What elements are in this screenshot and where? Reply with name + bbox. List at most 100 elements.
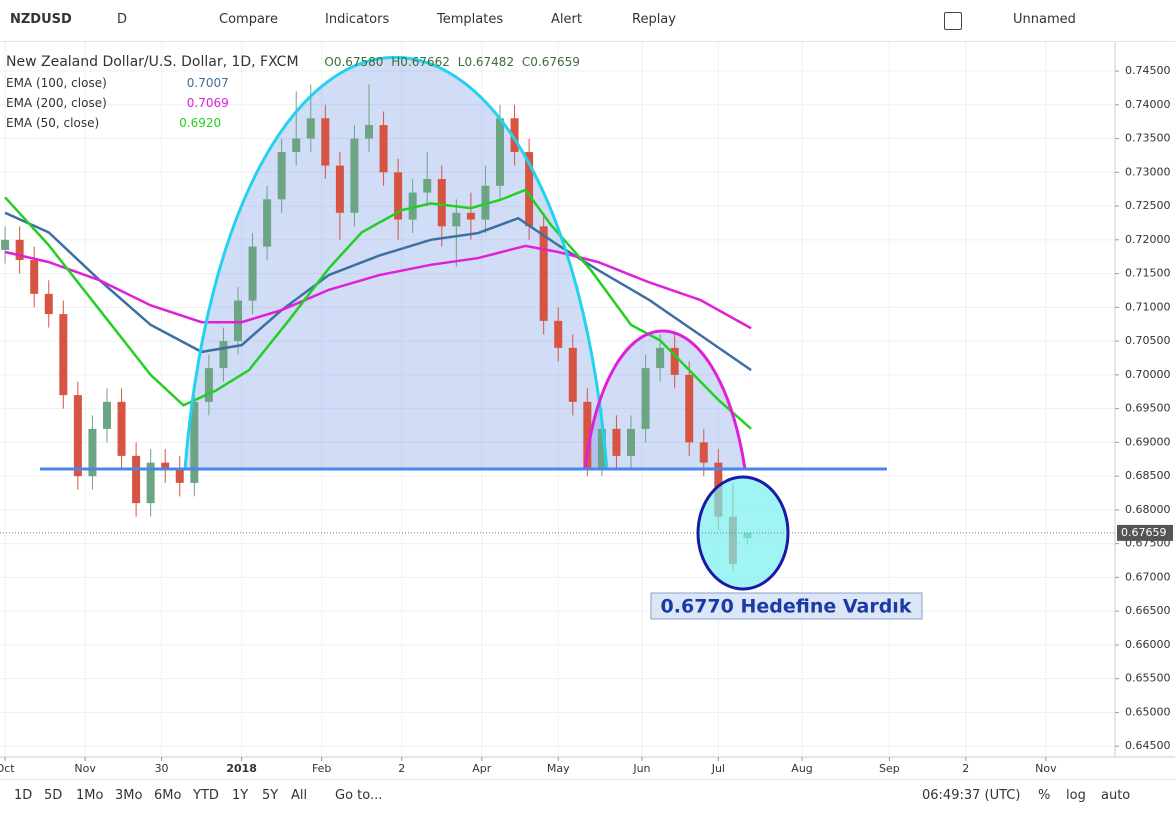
candle-body — [452, 212, 461, 227]
x-tick-label: Nov — [74, 762, 96, 775]
y-tick-label: 0.73500 — [1125, 132, 1171, 145]
range-button[interactable]: 5Y — [262, 788, 279, 803]
candle-body — [335, 165, 344, 213]
candle-body — [379, 125, 388, 173]
ohlc: O0.67580 — [324, 55, 384, 69]
toolbar-button[interactable]: Replay — [632, 12, 676, 27]
candle-body — [15, 239, 24, 261]
ema-line — [4, 244, 752, 330]
layout-name[interactable]: Unnamed — [1013, 12, 1076, 27]
option-button[interactable]: log — [1066, 788, 1086, 803]
y-tick-label: 0.73000 — [1125, 165, 1171, 178]
ohlc: C0.67659 — [521, 55, 580, 69]
candle-body — [466, 212, 475, 220]
candle-body — [510, 118, 519, 153]
toolbar-button[interactable]: Indicators — [325, 12, 390, 27]
candle-body — [583, 401, 592, 470]
candle-body — [190, 401, 199, 483]
candle-body — [568, 347, 577, 402]
symbol-title: New Zealand Dollar/U.S. Dollar, 1D, FXCM — [6, 54, 299, 70]
toolbar-button[interactable]: Templates — [437, 12, 504, 27]
candle-body — [597, 428, 606, 470]
candle-body — [350, 138, 359, 213]
candle-body — [685, 374, 694, 443]
candle-body — [423, 179, 432, 193]
y-tick-label: 0.72500 — [1125, 199, 1171, 212]
toolbar-button[interactable]: Compare — [219, 12, 278, 27]
y-tick-label: 0.74500 — [1125, 64, 1171, 77]
x-tick-label: May — [547, 762, 570, 775]
candle-body — [102, 401, 111, 429]
option-button[interactable]: auto — [1101, 788, 1131, 803]
candle-body — [117, 401, 126, 456]
y-tick-label: 0.71500 — [1125, 267, 1171, 280]
x-tick-label: Aug — [791, 762, 812, 775]
toolbar-button[interactable]: Alert — [551, 12, 582, 27]
candle-body — [554, 320, 563, 348]
range-button[interactable]: 1Mo — [76, 788, 104, 803]
indicator-name: EMA (50, close) — [6, 116, 100, 130]
indicator-legend[interactable]: EMA (50, close) 0.6920 — [6, 116, 221, 130]
candle-body — [699, 442, 708, 463]
indicator-legend[interactable]: EMA (100, close) 0.7007 — [6, 76, 229, 90]
y-tick-label: 0.69500 — [1125, 402, 1171, 415]
candle-body — [306, 118, 315, 139]
candle-body — [539, 226, 548, 321]
interval[interactable]: D — [117, 12, 128, 27]
x-tick-label: Nov — [1035, 762, 1057, 775]
goto-button[interactable]: Go to... — [335, 788, 383, 803]
y-tick-label: 0.68000 — [1125, 503, 1171, 516]
candle-body — [670, 347, 679, 375]
candle-body — [656, 347, 665, 369]
y-tick-label: 0.70500 — [1125, 334, 1171, 347]
candle-body — [146, 462, 155, 504]
x-tick-label: 2 — [398, 762, 405, 775]
range-button[interactable]: YTD — [193, 788, 219, 803]
y-tick-label: 0.65500 — [1125, 672, 1171, 685]
y-tick-label: 0.65000 — [1125, 705, 1171, 718]
range-button[interactable]: All — [291, 788, 308, 803]
candle-body — [364, 125, 373, 139]
annotation: 0.6770 Hedefine Vardık — [661, 596, 912, 618]
range-button[interactable]: 1Y — [232, 788, 249, 803]
y-tick-label: 0.71000 — [1125, 300, 1171, 313]
checkbox-icon[interactable] — [944, 12, 962, 30]
y-tick-label: 0.68500 — [1125, 469, 1171, 482]
price-axis-bg — [1115, 42, 1175, 779]
symbol[interactable]: NZDUSD — [10, 12, 72, 27]
chart: 0.64500 0.65000 0.65500 0.66000 0.66500 0.670… — [0, 42, 1175, 779]
candle-body — [408, 192, 417, 220]
price-label: 0.67659 — [1121, 526, 1167, 539]
legend-title: New Zealand Dollar/U.S. Dollar, 1D, FXCM… — [6, 54, 580, 70]
chart-pane: 0.64500 0.65000 0.65500 0.66000 0.66500 0.670… — [0, 42, 1175, 779]
y-tick-label: 0.72000 — [1125, 233, 1171, 246]
y-tick-label: 0.74000 — [1125, 98, 1171, 111]
handle-fill — [585, 331, 745, 469]
range-button[interactable]: 1D — [14, 788, 33, 803]
candle-body — [277, 152, 286, 200]
x-tick-label: Apr — [472, 762, 492, 775]
range-button[interactable]: 5D — [44, 788, 63, 803]
ohlc: H0.67662 — [391, 55, 450, 69]
indicator-legend[interactable]: EMA (200, close) 0.7069 — [6, 96, 229, 110]
candle-body — [292, 138, 301, 153]
ema-line — [4, 211, 752, 372]
range-button[interactable]: 3Mo — [115, 788, 143, 803]
indicator-value: 0.7007 — [186, 76, 229, 90]
option-button[interactable]: % — [1038, 788, 1051, 803]
indicator-name: EMA (200, close) — [6, 96, 107, 110]
y-tick-label: 0.66000 — [1125, 638, 1171, 651]
y-tick-label: 0.70000 — [1125, 368, 1171, 381]
candle-body — [612, 428, 621, 456]
candle-body — [481, 185, 490, 220]
candle-body — [88, 428, 97, 477]
candle-body — [132, 455, 141, 504]
bottom-bar: 1D 5D 1Mo 3Mo 6Mo YTD 1Y 5Y All Go to...… — [0, 779, 1175, 815]
x-tick-label: Jun — [632, 762, 650, 775]
x-tick-label: 30 — [155, 762, 169, 775]
range-button[interactable]: 6Mo — [154, 788, 182, 803]
handle-curve — [583, 329, 747, 470]
candle-body — [30, 260, 39, 294]
candle-body — [44, 293, 53, 315]
candle-body — [219, 341, 228, 369]
